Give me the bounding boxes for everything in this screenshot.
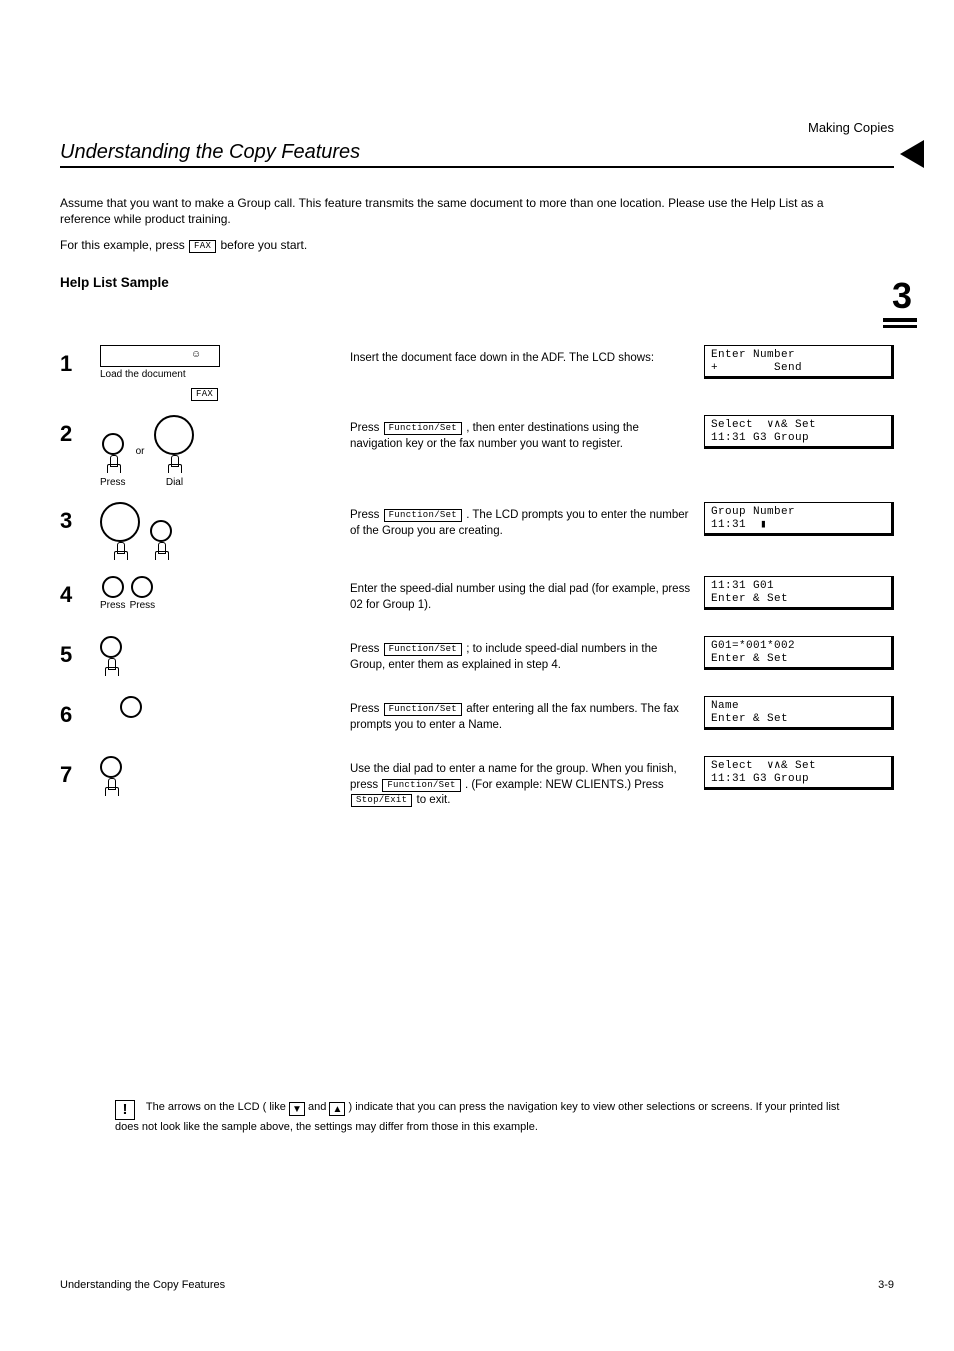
button-icon (131, 576, 153, 598)
button-icon (150, 520, 172, 542)
step-text: Enter the speed-dial number using the di… (350, 576, 704, 613)
icon-caption: Press (130, 600, 156, 611)
icon-caption: Press (100, 600, 126, 611)
step-number: 2 (60, 415, 100, 447)
note-text: and (308, 1101, 329, 1113)
fax-key-label: FAX (189, 240, 216, 253)
icon-caption: Press (100, 477, 126, 488)
note-block: ! The arrows on the LCD ( like ▼ and ▲ )… (115, 1100, 864, 1135)
up-arrow-icon: ▲ (329, 1102, 345, 1116)
function-set-key-label: Function/Set (384, 422, 462, 435)
step-number: 7 (60, 756, 100, 788)
step-text: Press (350, 643, 383, 655)
intro-p2-prefix: For this example, press (60, 238, 188, 252)
step-number: 6 (60, 696, 100, 728)
step-row: 7 Use the dial pad to enter a name for t… (60, 756, 894, 809)
dial-icon (154, 415, 194, 455)
step-text: to exit. (417, 794, 451, 806)
lcd-display: Select ∨∧& Set 11:31 G3 Group (704, 415, 894, 449)
function-set-key-label: Function/Set (384, 509, 462, 522)
step-number: 3 (60, 502, 100, 534)
icon-caption: Load the document (100, 369, 186, 380)
step-text: . (For example: NEW CLIENTS.) Press (465, 779, 664, 791)
button-icon (100, 756, 122, 778)
step-row: 6 Press Function/Set after entering all … (60, 696, 894, 742)
press-finger-icon (153, 542, 169, 562)
icon-caption: Dial (166, 477, 183, 488)
button-icon (100, 636, 122, 658)
step-number: 4 (60, 576, 100, 608)
function-set-key-label: Function/Set (384, 643, 462, 656)
step-text: Press (350, 422, 383, 434)
step-row: 4 Press Press Enter the speed-dial numbe… (60, 576, 894, 622)
dial-icon (100, 502, 140, 542)
footer-page: 3-9 (878, 1279, 894, 1291)
document-sheet-icon: ☺ (100, 345, 220, 367)
step-text: Press (350, 703, 383, 715)
page-title: Understanding the Copy Features (60, 141, 894, 168)
lcd-display: Name Enter & Set (704, 696, 894, 730)
button-icon (120, 696, 142, 718)
lcd-display: 11:31 G01 Enter & Set (704, 576, 894, 610)
step-number: 5 (60, 636, 100, 668)
press-finger-icon (105, 455, 121, 475)
down-arrow-icon: ▼ (289, 1102, 305, 1116)
page-footer: Understanding the Copy Features 3-9 (60, 1278, 894, 1291)
press-finger-icon (166, 455, 182, 475)
chapter-underline-icon (883, 318, 917, 328)
or-label: or (136, 446, 145, 457)
function-set-key-label: Function/Set (382, 779, 460, 792)
warning-icon: ! (115, 1100, 135, 1120)
step-row: 2 Press or Dial Press Function/Set , the… (60, 415, 894, 488)
lcd-display: Select ∨∧& Set 11:31 G3 Group (704, 756, 894, 790)
step-text: Insert the document face down in the ADF… (350, 345, 704, 367)
chapter-number: 3 (892, 275, 912, 317)
subtitle: Help List Sample (60, 274, 834, 292)
note-text: The arrows on the LCD ( like (146, 1101, 289, 1113)
lcd-display: Group Number 11:31 ▮ (704, 502, 894, 536)
step-row: 5 Press Function/Set ; to include speed-… (60, 636, 894, 682)
button-icon (102, 576, 124, 598)
fax-key-label: FAX (191, 388, 218, 401)
function-set-key-label: Function/Set (384, 703, 462, 716)
step-number: 1 (60, 345, 100, 377)
button-icon (102, 433, 124, 455)
press-finger-icon (103, 778, 119, 798)
header-category: Making Copies (60, 120, 894, 135)
steps-list: 1 ☺ Load the document FAX Insert the doc… (60, 345, 894, 823)
intro-paragraph: Assume that you want to make a Group cal… (60, 195, 834, 227)
step-row: 1 ☺ Load the document FAX Insert the doc… (60, 345, 894, 401)
step-text: Press (350, 509, 383, 521)
press-finger-icon (103, 658, 119, 678)
stop-exit-key-label: Stop/Exit (351, 794, 412, 807)
press-finger-icon (112, 542, 128, 562)
page-edge-marker-icon (900, 140, 924, 168)
step-row: 3 Press Function/Set . The LCD prompts y… (60, 502, 894, 562)
footer-title: Understanding the Copy Features (60, 1279, 225, 1291)
lcd-display: Enter Number + Send (704, 345, 894, 379)
lcd-display: G01=*001*002 Enter & Set (704, 636, 894, 670)
intro-p2-suffix: before you start. (221, 238, 308, 252)
